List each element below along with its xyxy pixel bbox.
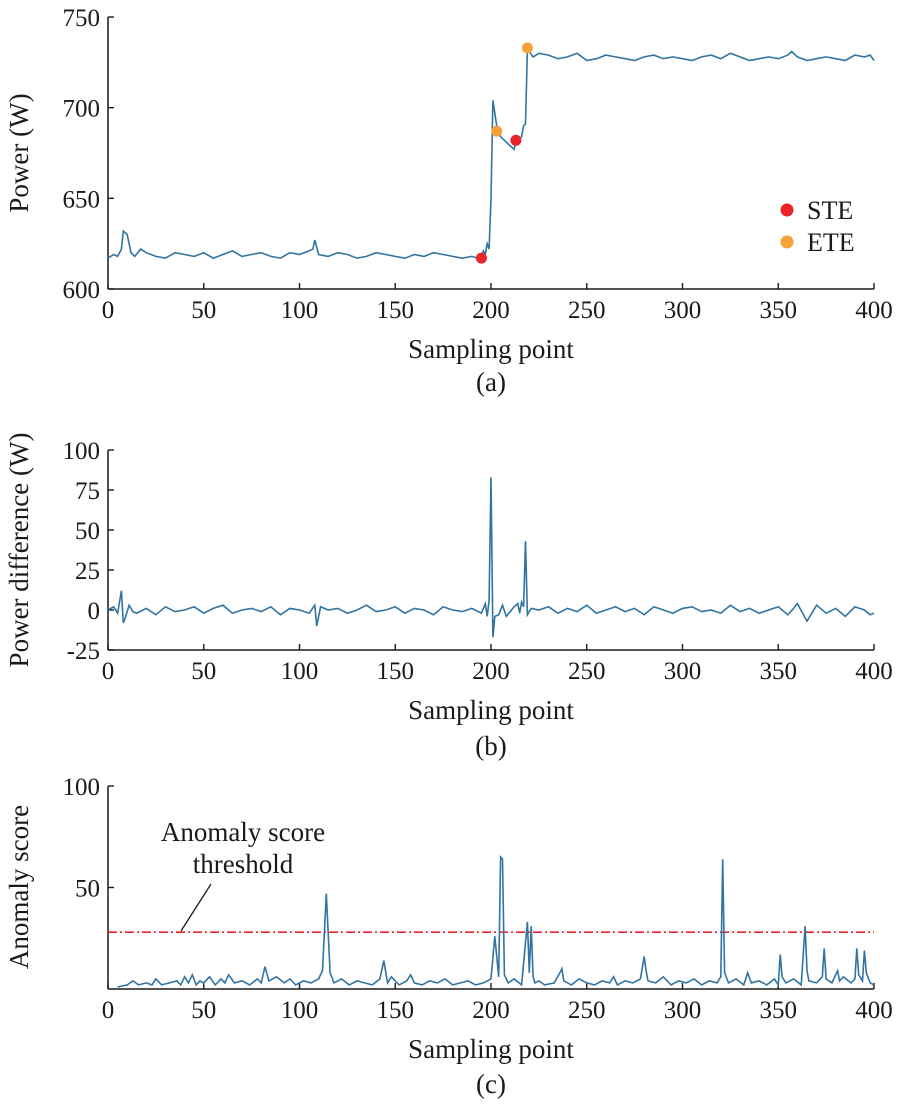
y-tick-label: 25 xyxy=(75,558,100,585)
y-tick-label: 0 xyxy=(88,598,101,625)
panel-c-y-ticks: 50 100 xyxy=(63,774,114,903)
ete-point xyxy=(491,125,503,137)
x-tick-label: 400 xyxy=(855,297,893,324)
y-tick-label: 650 xyxy=(63,186,101,213)
x-tick-label: 300 xyxy=(664,297,702,324)
panel-b-x-ticks: 0 50 100 150 200 250 300 350 400 xyxy=(102,644,893,685)
x-tick-label: 300 xyxy=(664,997,702,1024)
panel-c-score-line xyxy=(117,854,875,988)
x-tick-label: 350 xyxy=(760,658,798,685)
x-tick-label: 0 xyxy=(102,658,115,685)
panel-b-y-ticks: -25 0 25 50 75 100 xyxy=(63,438,114,665)
x-tick-label: 400 xyxy=(855,997,893,1024)
panel-a-markers xyxy=(475,42,533,264)
panel-a-axes xyxy=(107,17,874,290)
legend-ete-marker xyxy=(780,235,794,249)
panel-a-x-ticks: 0 50 100 150 200 250 300 350 400 xyxy=(102,283,893,324)
x-tick-label: 350 xyxy=(760,297,798,324)
x-tick-label: 200 xyxy=(472,658,510,685)
panel-c: 0 50 100 150 200 250 300 350 400 50 100 Anomaly s… xyxy=(4,774,893,1099)
panel-a-power-line xyxy=(107,47,875,260)
panel-a-y-title: Power (W) xyxy=(4,93,34,212)
y-tick-label: 700 xyxy=(63,96,101,123)
panel-a-legend: STE ETE xyxy=(780,196,855,257)
panel-c-x-title: Sampling point xyxy=(408,1034,574,1064)
y-tick-label: 750 xyxy=(63,5,101,32)
legend-ste-label: STE xyxy=(807,196,853,225)
threshold-annotation-leader xyxy=(180,883,212,932)
panel-a: 0 50 100 150 200 250 300 350 400 600 650 700 750 ST… xyxy=(4,5,893,397)
x-tick-label: 150 xyxy=(377,997,415,1024)
x-tick-label: 250 xyxy=(568,997,606,1024)
x-tick-label: 200 xyxy=(472,297,510,324)
panel-b-diff-line xyxy=(107,477,875,638)
x-tick-label: 0 xyxy=(102,297,115,324)
panel-a-x-title: Sampling point xyxy=(408,334,574,364)
y-tick-label: 50 xyxy=(75,518,100,545)
panel-a-y-ticks: 600 650 700 750 xyxy=(63,5,114,304)
x-tick-label: 250 xyxy=(568,658,606,685)
ste-point xyxy=(510,134,522,146)
ste-point xyxy=(475,252,487,264)
x-tick-label: 150 xyxy=(377,658,415,685)
panel-a-tag: (a) xyxy=(476,367,506,397)
panel-c-y-title: Anomaly score xyxy=(4,805,34,969)
y-tick-label: 100 xyxy=(63,774,101,801)
ete-point xyxy=(521,42,533,54)
x-tick-label: 100 xyxy=(281,297,319,324)
legend-ete-label: ETE xyxy=(807,228,855,257)
y-tick-label: -25 xyxy=(67,638,100,665)
x-tick-label: 100 xyxy=(281,997,319,1024)
panel-b-y-title: Power difference (W) xyxy=(4,433,34,668)
x-tick-label: 400 xyxy=(855,658,893,685)
x-tick-label: 50 xyxy=(191,658,216,685)
y-tick-label: 600 xyxy=(63,277,101,304)
x-tick-label: 300 xyxy=(664,658,702,685)
x-tick-label: 50 xyxy=(191,297,216,324)
legend-ste-marker xyxy=(780,203,794,217)
panel-b-tag: (b) xyxy=(475,731,506,761)
y-tick-label: 100 xyxy=(63,438,101,465)
y-tick-label: 50 xyxy=(75,876,100,903)
panel-c-x-ticks: 0 50 100 150 200 250 300 350 400 xyxy=(102,983,893,1024)
panel-c-tag: (c) xyxy=(476,1069,506,1099)
threshold-annotation-line1: Anomaly score xyxy=(161,817,325,847)
x-tick-label: 100 xyxy=(281,658,319,685)
x-tick-label: 150 xyxy=(377,297,415,324)
x-tick-label: 350 xyxy=(760,997,798,1024)
x-tick-label: 50 xyxy=(191,997,216,1024)
panel-b-x-title: Sampling point xyxy=(408,695,574,725)
y-tick-label: 75 xyxy=(75,478,100,505)
threshold-annotation-line2: threshold xyxy=(193,849,294,879)
x-tick-label: 200 xyxy=(472,997,510,1024)
x-tick-label: 0 xyxy=(102,997,115,1024)
x-tick-label: 250 xyxy=(568,297,606,324)
